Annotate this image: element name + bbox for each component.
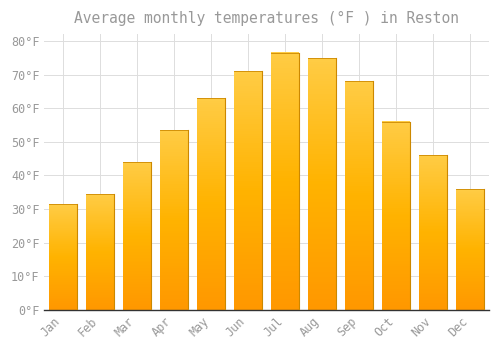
Title: Average monthly temperatures (°F ) in Reston: Average monthly temperatures (°F ) in Re…: [74, 11, 459, 26]
